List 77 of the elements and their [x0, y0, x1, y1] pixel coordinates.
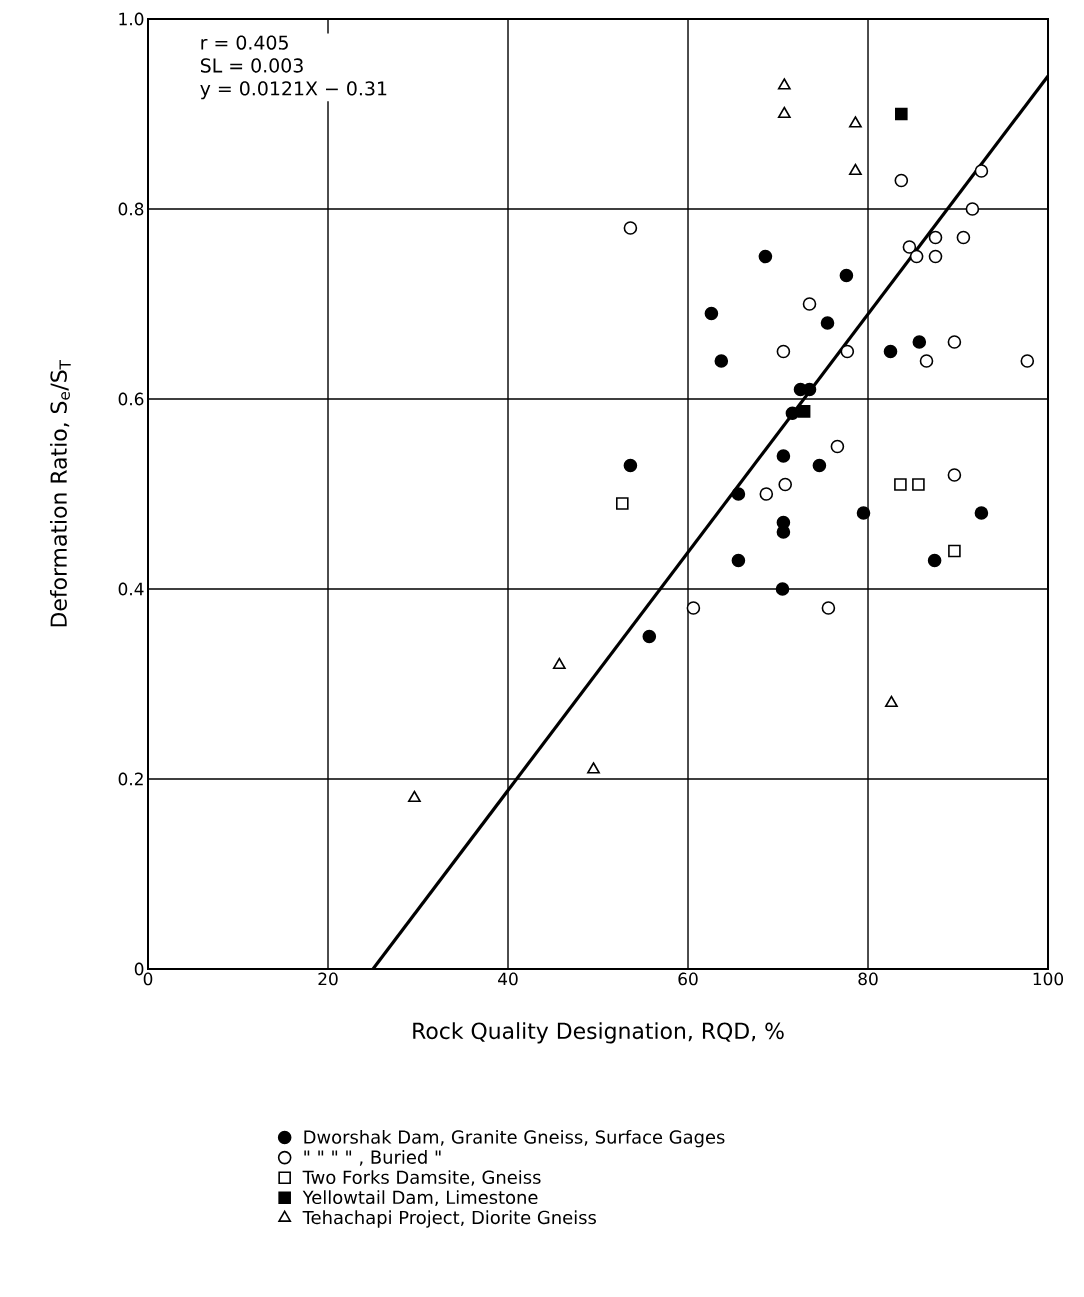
point — [777, 78, 791, 90]
x-tick-label: 20 — [318, 972, 338, 986]
point — [623, 458, 638, 473]
point — [840, 344, 855, 359]
x-tick-label: 100 — [1033, 972, 1064, 986]
point — [848, 163, 862, 176]
y-tick-label: 0.2 — [118, 772, 143, 786]
point — [777, 106, 791, 119]
point — [778, 477, 793, 492]
point — [731, 487, 746, 501]
x-tick-label: 40 — [498, 972, 518, 986]
point — [974, 506, 989, 520]
point — [895, 107, 908, 121]
legend-label: Yellowtail Dam, Limestone — [302, 1190, 538, 1206]
y-tick-label: 0 — [134, 962, 144, 976]
annotation: r = 0.405 — [201, 35, 288, 50]
point — [894, 478, 907, 491]
point — [642, 629, 657, 644]
point — [758, 249, 773, 264]
x-axis-title: Rock Quality Designation, RQD, % — [413, 1022, 784, 1044]
point — [686, 601, 701, 615]
point — [623, 221, 638, 235]
point — [974, 164, 989, 178]
y-tick-label: 0.6 — [118, 392, 144, 406]
point — [912, 478, 925, 491]
point — [909, 249, 924, 264]
x-tick-label: 0 — [143, 972, 153, 986]
point — [797, 405, 811, 418]
point — [587, 762, 600, 774]
point — [848, 116, 862, 128]
point — [928, 249, 943, 264]
point — [1020, 354, 1035, 368]
point — [947, 335, 962, 349]
annotation: y = 0.0121X − 0.31 — [200, 81, 387, 100]
point — [820, 316, 835, 330]
point — [775, 582, 790, 596]
point — [919, 354, 934, 368]
y-tick-label: 0.4 — [118, 582, 144, 596]
point — [802, 382, 817, 397]
y-axis-title: Deformation Ratio, S$_{e}$/S$_{T}$ — [49, 359, 71, 627]
legend-label: Two Forks Damsite, Gneiss — [302, 1170, 541, 1186]
point — [839, 268, 854, 283]
point — [928, 230, 943, 245]
point — [883, 344, 898, 359]
point — [616, 497, 629, 510]
point — [704, 306, 719, 321]
x-tick-label: 80 — [858, 972, 878, 986]
point — [821, 601, 836, 615]
point — [830, 439, 845, 454]
y-tick-label: 1.0 — [119, 12, 144, 26]
point — [856, 506, 871, 520]
point — [947, 468, 962, 482]
point — [552, 657, 566, 670]
point — [776, 525, 791, 539]
point — [407, 790, 421, 803]
point — [802, 297, 817, 311]
point — [912, 335, 927, 349]
legend-label: Tehachapi Project, Diorite Gneiss — [302, 1210, 596, 1228]
x-tick-label: 60 — [678, 972, 698, 986]
point — [776, 449, 791, 463]
legend-label: " " " " , Buried " — [304, 1150, 441, 1166]
point — [759, 487, 774, 501]
point — [785, 406, 800, 421]
point — [884, 695, 898, 708]
point — [902, 240, 917, 254]
y-tick-label: 0.8 — [118, 202, 144, 216]
legend-label: Dworshak Dam, Granite Gneiss, Surface Gages — [304, 1129, 725, 1148]
point — [927, 553, 942, 568]
point — [776, 344, 791, 359]
point — [731, 553, 746, 568]
point — [812, 458, 827, 473]
point — [956, 230, 971, 245]
point — [965, 202, 980, 216]
point — [894, 173, 909, 188]
point — [948, 544, 961, 558]
point — [714, 354, 729, 368]
annotation: SL = 0.003 — [200, 58, 303, 73]
